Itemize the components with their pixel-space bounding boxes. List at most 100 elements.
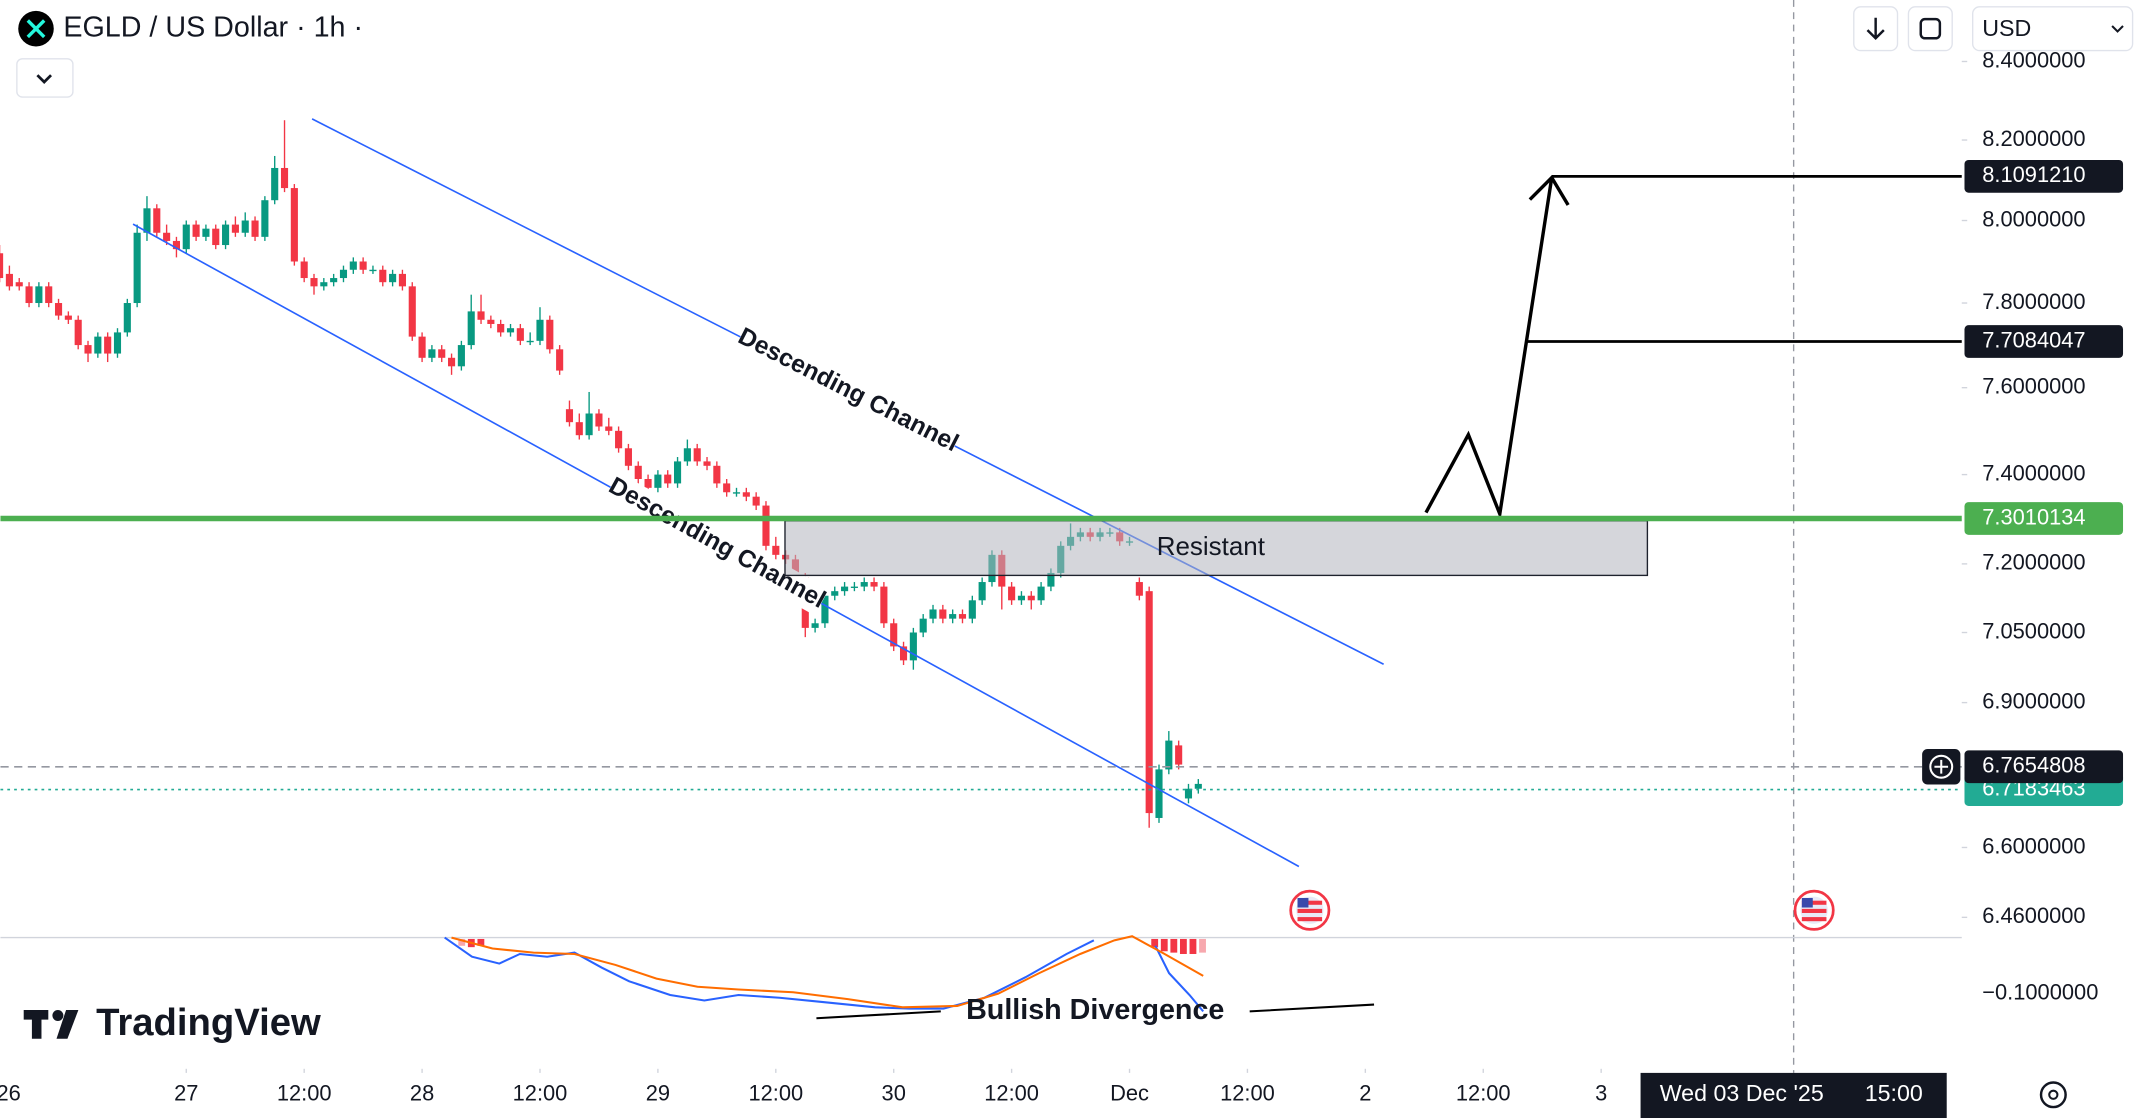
candle-body [516,328,524,341]
divergence-line [816,1003,1375,1020]
candle-body [575,422,583,436]
price-label-box [1964,750,2124,784]
price-label: 7.7084047 [1982,327,2085,352]
candle-body [123,303,131,333]
candle-body [231,224,239,233]
candle-body [300,261,308,279]
candle-body [732,492,741,494]
candle-body [172,240,180,250]
candle-body [890,623,898,647]
projection-path [1424,177,1554,521]
candle-body [428,349,436,358]
resistance-label: Resistant [1157,531,1266,561]
candle-body [222,224,230,246]
candle-body [703,461,711,466]
candle-body [546,319,554,350]
candle-body [850,586,858,588]
candle-body [654,474,662,488]
candle-body [64,315,72,320]
candle-body [418,336,426,358]
candle-body [369,269,377,272]
flag-canton [1297,897,1309,908]
flag-stripe [1297,908,1323,913]
candle-body [0,253,4,279]
collapse-button[interactable] [16,58,74,98]
candle-body [605,426,613,431]
candle-body [45,286,53,304]
crosshair-time: 15:00 [1865,1080,1923,1106]
currency-select[interactable] [1972,6,2134,52]
price-label: 8.1091210 [1982,162,2085,187]
candle-body [506,328,515,333]
candle-body [261,200,269,237]
candle-body [389,273,397,283]
y-tick-label: 7.8000000 [1982,289,2085,314]
candle-body [978,582,986,601]
candle-body [723,483,731,493]
candle-body [448,357,456,367]
y-tick-label: 8.4000000 [1982,47,2085,72]
x-tick-label: 2 [1359,1081,1371,1106]
candle-body [909,632,917,661]
histogram-bar [1151,938,1159,948]
candle-body [742,492,750,497]
flag-stripe [1801,900,1827,905]
settings-icon[interactable] [2039,1081,2067,1109]
crosshair-time-box [1640,1072,1947,1118]
candle-body [1027,595,1035,601]
candle-body [752,496,760,506]
y-tick-label: 8.0000000 [1982,206,2085,231]
candle-body [94,336,102,354]
candle-body [565,409,574,423]
candle-body [1165,740,1173,770]
candle-body [870,582,878,587]
candle-body [899,646,908,661]
candle-body [398,273,406,287]
settings-icon-center [2048,1089,2059,1100]
dropdown-icon [2111,25,2124,33]
flag-stripe [1297,900,1323,905]
y-tick-label: 7.6000000 [1982,373,2085,398]
candle-body [929,609,937,619]
candle-body [1008,586,1016,601]
candle-body [379,269,387,283]
price-label: 6.7654808 [1982,753,2085,778]
candle-body [192,224,200,237]
candle-body [585,413,593,436]
divergence-label: Bullish Divergence [966,994,1224,1026]
x-tick-label: 26 [0,1081,21,1106]
histogram-bar [1170,938,1178,953]
candle-body [339,269,348,279]
flag-stripe [1801,917,1827,922]
y-tick-label: 8.2000000 [1982,126,2085,151]
fullscreen-button[interactable] [1907,6,1953,52]
candle-body [1145,591,1153,814]
candle-body [634,465,642,480]
candle-body [84,345,92,354]
candle-body [880,586,888,624]
histogram-bar [1179,938,1187,954]
histogram-bar [1189,938,1197,954]
candle-body [467,311,475,346]
x-tick-label: 12:00 [277,1081,332,1106]
flag-canton [1801,897,1813,908]
histogram-bar [477,938,485,946]
candle-body [1037,586,1045,601]
indicator-tick-label: −0.1000000 [1982,979,2098,1004]
candle-body [664,474,672,484]
histogram-bar [1160,938,1168,952]
currency-label: USD [1982,15,2031,41]
flag-stripe [1801,908,1827,913]
y-tick-label: 6.9000000 [1982,688,2085,713]
resistance-zone [784,520,1649,577]
candle-body [487,319,495,324]
candle-body [831,591,839,596]
candle-body [1194,783,1202,789]
x-tick-label: 12:00 [748,1081,803,1106]
candle-body [251,220,259,237]
x-tick-label: 12:00 [1456,1081,1511,1106]
candle-body [595,413,603,427]
candle-body [320,282,328,287]
